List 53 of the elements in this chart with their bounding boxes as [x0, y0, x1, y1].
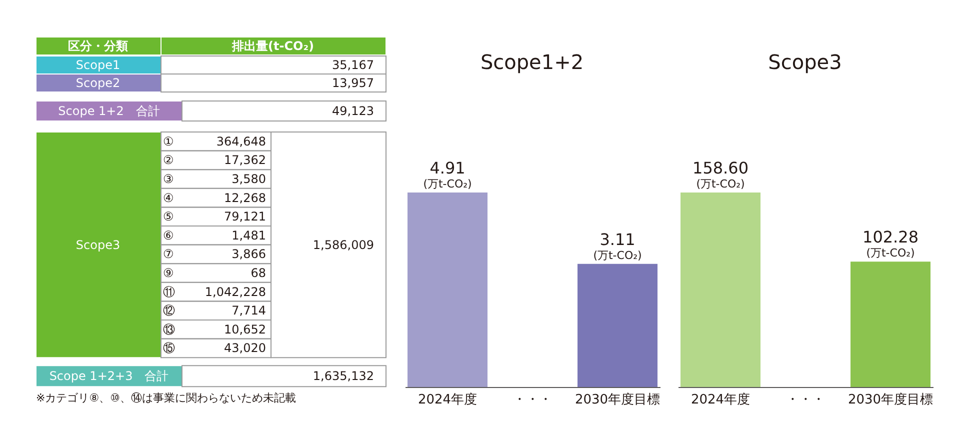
- chart-title: Scope1+2: [480, 50, 584, 74]
- data-label: 158.60: [692, 158, 748, 178]
- category-label: ⑤: [163, 210, 174, 224]
- data-label: 1,042,228: [204, 284, 266, 299]
- category-label: ⑮: [163, 341, 175, 356]
- x-tick-label: ・・・: [786, 392, 825, 408]
- category-label: ①: [163, 134, 174, 148]
- data-label: 1,481: [232, 228, 266, 242]
- category-label: ⑪: [163, 284, 175, 299]
- x-tick-label: 2030年度目標: [574, 392, 660, 408]
- data-label: 43,020: [224, 341, 266, 356]
- annotation: (万t-CO₂): [593, 248, 642, 262]
- chart-title: Scope3: [768, 50, 842, 74]
- category-label: ③: [163, 172, 174, 186]
- x-tick-label: 2024年度: [418, 392, 478, 408]
- data-label: 10,652: [224, 322, 266, 336]
- category-label: ④: [163, 190, 174, 205]
- text: ※カテゴリ⑧、⑩、⑭は事業に関わらないため未記載: [36, 392, 296, 405]
- text: 排出量(t-CO₂): [231, 39, 314, 53]
- category-label: ⑦: [163, 247, 174, 262]
- annotation: (万t-CO₂): [423, 178, 472, 191]
- category-label: ⑥: [163, 228, 174, 242]
- category-label: Scope 1+2+3 合計: [49, 369, 169, 384]
- category-label: Scope1: [76, 58, 120, 72]
- data-label: 364,648: [216, 134, 266, 148]
- data-label: 102.28: [862, 228, 918, 247]
- category-label: ⑫: [163, 304, 175, 318]
- annotation: (万t-CO₂): [696, 178, 745, 191]
- data-label: 1,635,132: [312, 369, 374, 384]
- x-tick-label: 2030年度目標: [848, 392, 934, 408]
- data-label: 17,362: [224, 153, 266, 168]
- data-label: 4.91: [430, 158, 466, 178]
- data-label: 79,121: [224, 210, 266, 224]
- data-label: 3,866: [232, 247, 266, 262]
- data-label: 7,714: [232, 304, 266, 318]
- data-label: 3,580: [232, 172, 266, 186]
- data-label: 3.11: [600, 230, 636, 249]
- category-label: Scope2: [76, 76, 120, 90]
- text: Scope3: [76, 238, 120, 252]
- data-label: 12,268: [224, 190, 266, 205]
- text: 1,586,009: [312, 238, 374, 252]
- category-label: ②: [163, 153, 174, 168]
- data-label: 49,123: [332, 104, 374, 118]
- category-label: ⑨: [163, 266, 174, 280]
- x-tick-label: 2024年度: [690, 392, 750, 408]
- data-label: 68: [250, 266, 266, 280]
- category-label: ⑬: [163, 322, 175, 336]
- category-label: Scope 1+2 合計: [58, 104, 160, 118]
- annotation: (万t-CO₂): [866, 246, 915, 260]
- text: 区分・分類: [68, 39, 128, 53]
- data-label: 35,167: [332, 58, 374, 72]
- x-tick-label: ・・・: [513, 392, 552, 408]
- data-label: 13,957: [332, 76, 374, 90]
